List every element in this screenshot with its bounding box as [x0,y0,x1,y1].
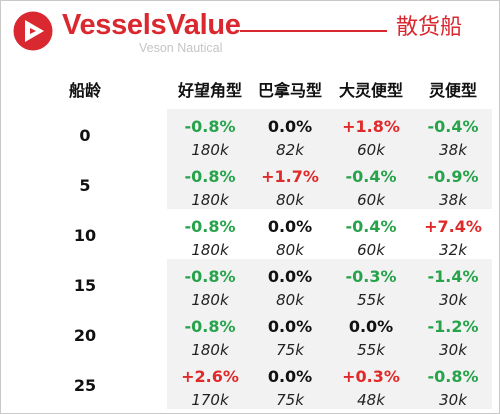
change-supramax: -0.3% [345,267,397,286]
table-row [167,109,492,159]
age-label: 10 [73,226,97,245]
table-row [167,359,492,409]
value-supramax: 60k [357,191,385,209]
brand-name: VesselsValue [62,9,241,41]
header-rule [240,30,387,32]
change-handysize: -0.8% [427,367,479,386]
value-supramax: 55k [357,341,385,359]
change-capesize: -0.8% [184,167,236,186]
column-header-panamax: 巴拿马型 [257,81,322,100]
value-panamax: 80k [276,191,304,209]
change-capesize: +2.6% [181,367,239,386]
column-header-capesize: 好望角型 [177,81,242,100]
change-handysize: -0.4% [427,117,479,136]
value-supramax: 60k [357,241,385,259]
value-supramax: 48k [357,391,385,409]
value-handysize: 32k [439,241,467,259]
value-capesize: 180k [191,291,229,309]
table-row [167,209,492,259]
brand-subtitle: Veson Nautical [139,41,223,55]
column-header-handysize: 灵便型 [428,81,477,100]
change-capesize: -0.8% [184,267,236,286]
column-header-supramax: 大灵便型 [338,81,403,100]
value-panamax: 75k [276,391,304,409]
change-capesize: -0.8% [184,317,236,336]
change-supramax: +0.3% [342,367,400,386]
change-panamax: 0.0% [267,217,313,236]
table-row [167,309,492,359]
change-handysize: -0.9% [427,167,479,186]
value-capesize: 180k [191,141,229,159]
change-supramax: +1.8% [342,117,400,136]
change-panamax: +1.7% [261,167,319,186]
change-panamax: 0.0% [267,367,313,386]
vesselsvalue-logo-icon [13,11,53,51]
value-supramax: 60k [357,141,385,159]
change-handysize: -1.2% [427,317,479,336]
change-panamax: 0.0% [267,117,313,136]
value-capesize: 180k [191,241,229,259]
value-panamax: 82k [276,141,304,159]
value-supramax: 55k [357,291,385,309]
value-panamax: 80k [276,291,304,309]
age-label: 5 [79,176,91,195]
change-panamax: 0.0% [267,267,313,286]
value-handysize: 30k [439,391,467,409]
value-capesize: 170k [191,391,229,409]
change-supramax: -0.4% [345,217,397,236]
value-panamax: 80k [276,241,304,259]
change-handysize: -1.4% [427,267,479,286]
age-label: 0 [79,126,91,145]
value-handysize: 38k [439,141,467,159]
value-capesize: 180k [191,191,229,209]
change-supramax: -0.4% [345,167,397,186]
change-capesize: -0.8% [184,217,236,236]
change-capesize: -0.8% [184,117,236,136]
age-label: 15 [73,276,97,295]
age-column-header: 船龄 [68,81,101,100]
value-handysize: 38k [439,191,467,209]
value-capesize: 180k [191,341,229,359]
table-row [167,159,492,209]
change-supramax: 0.0% [348,317,394,336]
age-label: 20 [73,326,97,345]
value-handysize: 30k [439,291,467,309]
change-handysize: +7.4% [424,217,482,236]
value-panamax: 75k [276,341,304,359]
change-panamax: 0.0% [267,317,313,336]
table-row [167,259,492,309]
value-handysize: 30k [439,341,467,359]
age-label: 25 [73,376,97,395]
page-title: 散货船 [396,15,463,40]
